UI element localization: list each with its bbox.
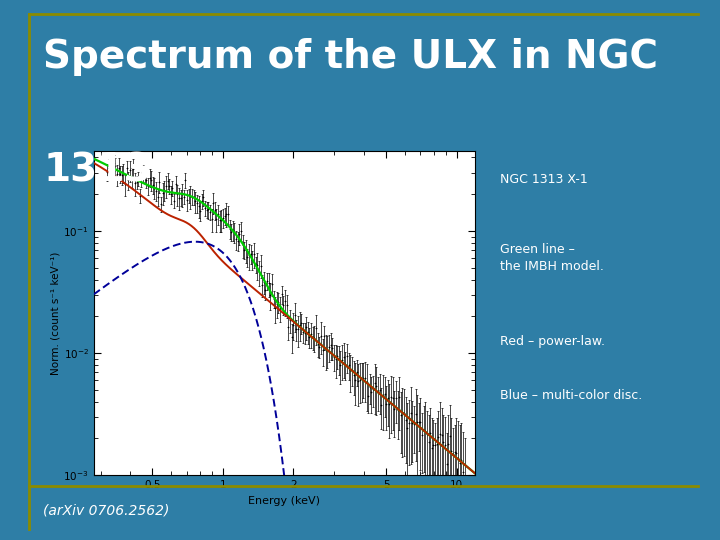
Y-axis label: Norm. (count s⁻¹ keV⁻¹): Norm. (count s⁻¹ keV⁻¹) [50,252,60,375]
Text: Blue – multi-color disc.: Blue – multi-color disc. [500,389,643,402]
Text: (arXiv 0706.2562): (arXiv 0706.2562) [43,503,170,517]
Text: NGC 1313 X-1: NGC 1313 X-1 [500,173,588,186]
Text: Spectrum of the ULX in NGC: Spectrum of the ULX in NGC [43,38,658,76]
Text: 1313: 1313 [43,151,152,189]
Text: Green line –
the IMBH model.: Green line – the IMBH model. [500,243,604,273]
Text: Red – power-law.: Red – power-law. [500,335,606,348]
X-axis label: Energy (keV): Energy (keV) [248,496,320,505]
